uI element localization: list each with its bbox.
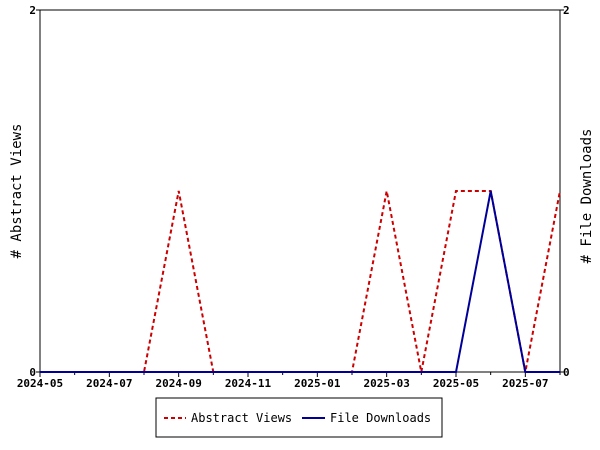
legend-box [155,397,443,438]
x-tick-label: 2024-09 [155,377,201,390]
legend-label-abstract-views: Abstract Views [191,411,292,425]
y2-tick-label: 0 [563,366,570,379]
x-tick-label: 2025-07 [502,377,548,390]
y-axis-right: 02 [560,4,570,379]
y-axis-title: # Abstract Views [9,124,25,259]
x-tick-label: 2025-01 [294,377,341,390]
legend: Abstract Views File Downloads [155,397,443,438]
x-tick-label: 2024-11 [225,377,272,390]
series-line-file-downloads [40,190,560,373]
plot-area [39,9,561,373]
y-axis-left: 02 [29,4,40,379]
x-tick-label: 2025-03 [363,377,409,390]
y-tick-label: 2 [29,4,36,17]
y2-tick-label: 2 [563,4,570,17]
y-tick-label: 0 [29,366,36,379]
x-tick-label: 2024-07 [86,377,132,390]
legend-label-file-downloads: File Downloads [330,411,431,425]
x-axis: 2024-05 2024-07 2024-09 2024-11 2025-01 2025-… [17,372,561,390]
y2-axis-title: # File Downloads [579,129,595,264]
x-tick-label: 2025-05 [433,377,479,390]
series-layer [40,190,561,373]
x-tick-label: 2024-05 [17,377,63,390]
